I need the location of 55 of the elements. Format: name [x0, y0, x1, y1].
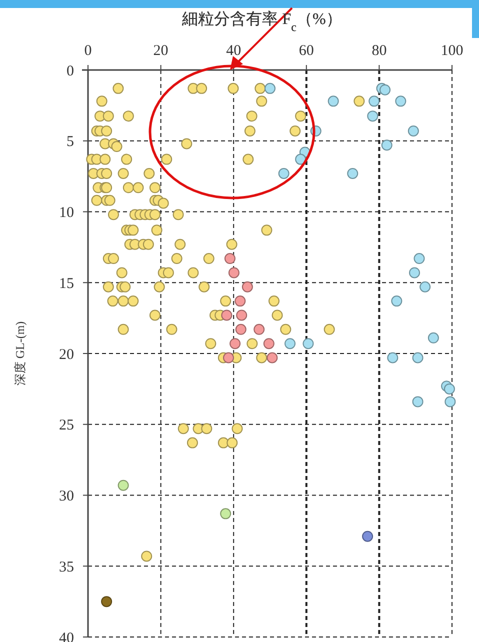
point — [391, 296, 402, 307]
point — [409, 267, 420, 278]
point — [414, 253, 425, 264]
point — [408, 125, 419, 136]
point — [295, 154, 306, 165]
x-tick-label: 20 — [153, 43, 168, 59]
y-tick-label: 15 — [59, 276, 74, 292]
point — [380, 84, 391, 96]
y-tick-label: 35 — [59, 559, 74, 576]
point — [428, 332, 439, 344]
point — [381, 140, 392, 151]
y-tick-label: 30 — [59, 488, 74, 504]
x-tick-label: 60 — [298, 43, 314, 59]
y-tick-label: 25 — [59, 418, 74, 434]
x-tick-label: 100 — [440, 43, 464, 59]
point — [101, 596, 112, 608]
point — [264, 82, 276, 94]
point — [230, 338, 241, 350]
point — [367, 110, 378, 122]
y-axis-title: 深度 GL-(m) — [13, 321, 27, 386]
y-tick-label: 20 — [59, 346, 74, 363]
point — [242, 281, 253, 292]
point — [302, 338, 314, 350]
x-tick-label: 40 — [226, 43, 242, 59]
x-tick-label: 0 — [84, 43, 92, 59]
point — [412, 396, 424, 408]
point — [420, 281, 431, 292]
y-tick-label: 5 — [66, 134, 74, 150]
point — [412, 352, 424, 364]
point — [347, 168, 358, 179]
x-tick-label: 80 — [372, 43, 387, 59]
point — [368, 96, 380, 107]
point — [118, 480, 129, 491]
point — [284, 338, 296, 350]
point — [236, 310, 248, 321]
point — [444, 396, 456, 408]
x-axis-title: 細粒分含有率 F$_{c}$（%） — [181, 10, 342, 34]
point — [444, 383, 455, 394]
point — [221, 310, 232, 321]
point — [362, 530, 374, 542]
y-tick-label: 0 — [66, 63, 74, 80]
point — [224, 253, 236, 264]
point — [228, 267, 240, 278]
point — [235, 324, 246, 335]
point — [254, 324, 265, 335]
point — [395, 96, 406, 107]
point — [328, 96, 339, 107]
point — [387, 352, 398, 364]
point — [263, 338, 274, 350]
point — [220, 508, 232, 520]
point — [223, 352, 234, 364]
point — [234, 296, 246, 307]
point — [266, 352, 278, 364]
point — [278, 168, 290, 179]
y-tick-label: 10 — [59, 205, 74, 221]
